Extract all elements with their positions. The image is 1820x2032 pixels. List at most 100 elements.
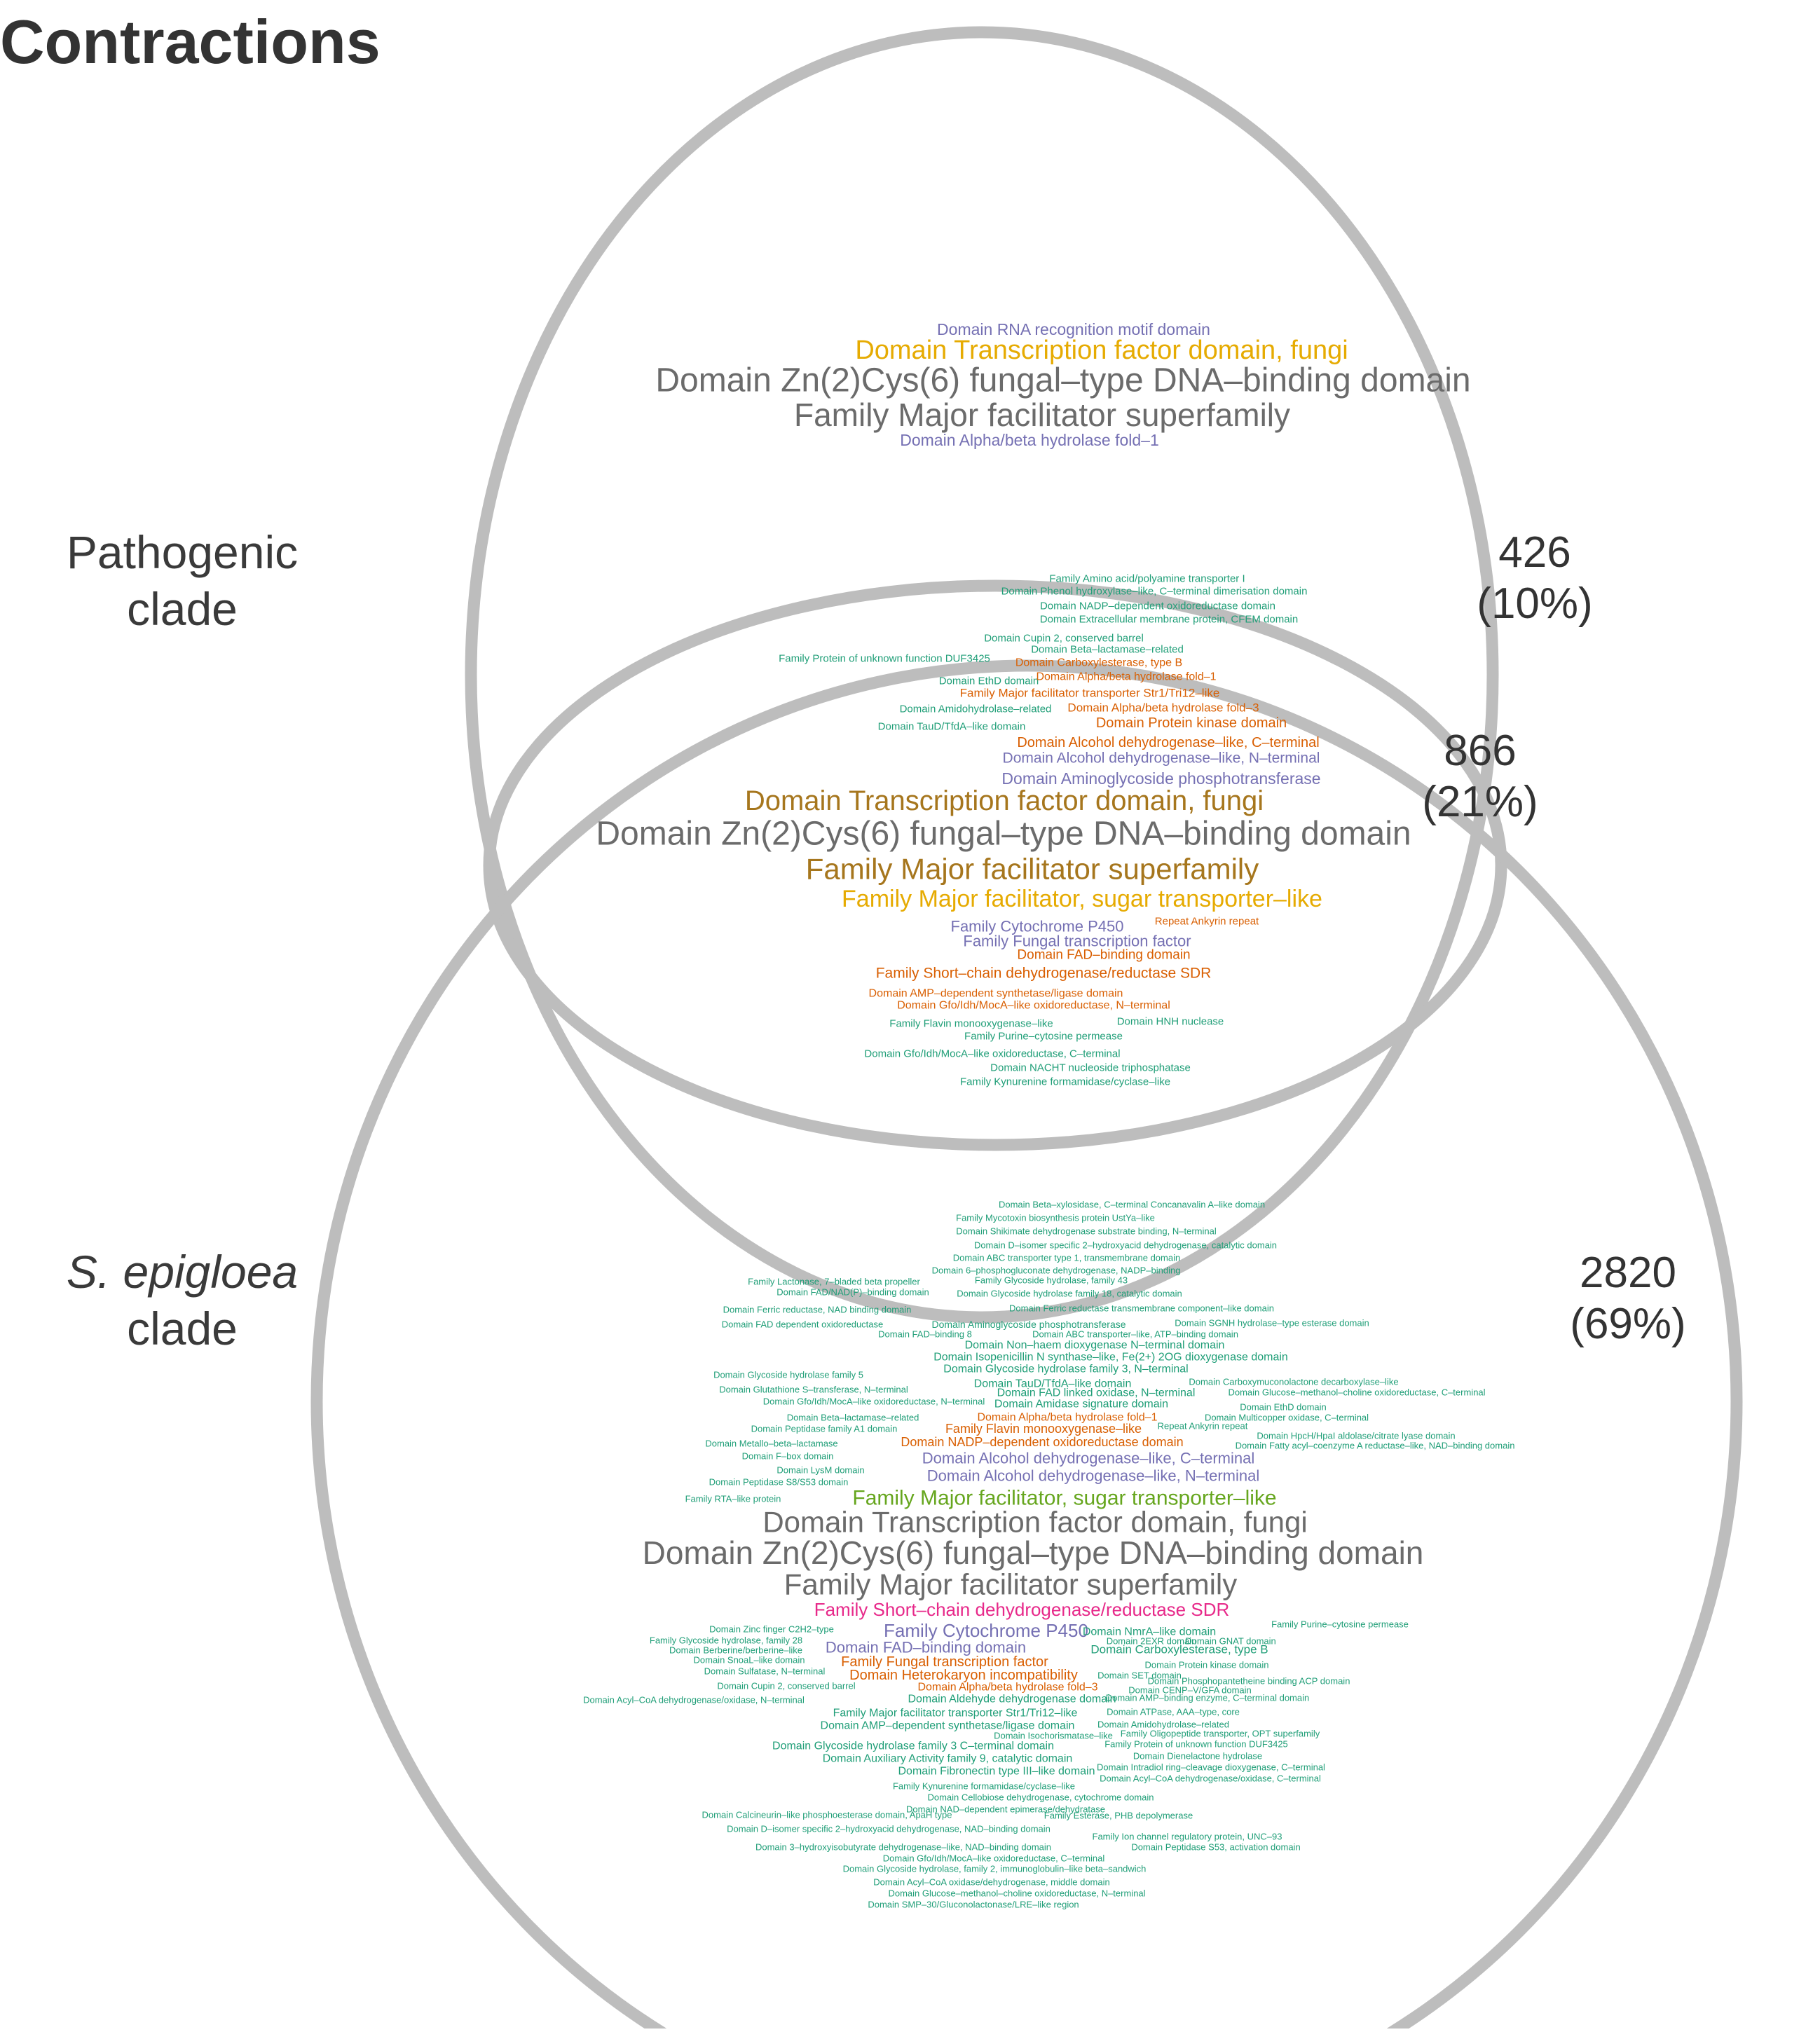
sepigloea-only-word: Domain 6–phosphogluconate dehydrogenase,…: [932, 1265, 1181, 1276]
sepigloea-only-word: Domain Beta–xylosidase, C–terminal Conca…: [999, 1200, 1265, 1210]
sepigloea-only-word: Domain Carboxymuconolactone decarboxylas…: [1189, 1377, 1398, 1387]
pathogenic-only-count-value: 426: [1498, 528, 1571, 577]
sepigloea-only-word: Repeat Ankyrin repeat: [1158, 1421, 1248, 1432]
sepigloea-clade-circle: [310, 659, 1743, 2032]
sepigloea-only-word: Domain Ferric reductase, NAD binding dom…: [723, 1305, 912, 1315]
shared-word: Domain TauD/TfdA–like domain: [878, 721, 1026, 733]
sepigloea-clade-label-line2: clade: [127, 1302, 238, 1354]
shared-word: Domain Phenol hydroxylase–like, C–termin…: [1001, 586, 1308, 598]
sepigloea-only-word: Domain Gfo/Idh/MocA–like oxidoreductase,…: [883, 1853, 1105, 1864]
shared-word: Domain Alcohol dehydrogenase–like, N–ter…: [1003, 750, 1320, 767]
sepigloea-only-word: Family Short–chain dehydrogenase/reducta…: [814, 1599, 1230, 1620]
sepigloea-only-word: Family Major facilitator transporter Str…: [833, 1708, 1078, 1719]
sepigloea-only-word: Domain ATPase, AAA–type, core: [1107, 1707, 1240, 1717]
shared-word: Domain Alpha/beta hydrolase fold–3: [1067, 701, 1259, 715]
sepigloea-only-word: Domain NmrA–like domain: [1083, 1626, 1216, 1638]
sepigloea-only-word: Domain SnoaL–like domain: [694, 1655, 805, 1666]
shared-word: Family Major facilitator superfamily: [806, 853, 1259, 886]
shared-word: Domain Cupin 2, conserved barrel: [984, 633, 1144, 645]
sepigloea-only-word: Domain Protein kinase domain: [1144, 1660, 1268, 1670]
sepigloea-only-word: Family Flavin monooxygenase–like: [945, 1422, 1142, 1436]
sepigloea-clade-label-line1: S. epigloea: [42, 1244, 322, 1300]
sepigloea-only-word: Domain Non–haem dioxygenase N–terminal d…: [965, 1340, 1225, 1352]
shared-word: Family Major facilitator, sugar transpor…: [842, 886, 1322, 912]
sepigloea-only-word: Domain SGNH hydrolase–type esterase doma…: [1175, 1318, 1369, 1329]
shared-region-circle: [483, 579, 1507, 1151]
sepigloea-only-word: Domain Peptidase S8/S53 domain: [709, 1477, 849, 1488]
sepigloea-only-word: Domain FAD/NAD(P)–binding domain: [776, 1287, 929, 1298]
shared-word: Domain Amidohydrolase–related: [900, 703, 1052, 715]
sepigloea-only-word: Domain Alpha/beta hydrolase fold–3: [917, 1682, 1097, 1694]
sepigloea-only-word: Domain Glycoside hydrolase family 18, ca…: [957, 1289, 1182, 1299]
sepigloea-only-word: Domain Cupin 2, conserved barrel: [717, 1681, 855, 1691]
sepigloea-only-word: Domain Multicopper oxidase, C–terminal: [1205, 1413, 1369, 1423]
shared-count: 866 (21%): [1389, 725, 1571, 828]
sepigloea-only-word: Domain GNAT domain: [1185, 1636, 1276, 1647]
shared-word: Family Kynurenine formamidase/cyclase–li…: [960, 1076, 1170, 1088]
shared-word: Domain Protein kinase domain: [1096, 715, 1287, 731]
shared-word: Domain Extracellular membrane protein, C…: [1040, 614, 1298, 626]
pathogenic-only-word: Family Major facilitator superfamily: [794, 397, 1290, 433]
sepigloea-only-word: Domain Cellobiose dehydrogenase, cytochr…: [927, 1792, 1154, 1803]
sepigloea-only-word: Domain Auxiliary Activity family 9, cata…: [823, 1753, 1073, 1765]
sepigloea-only-word: Family Purine–cytosine permease: [1271, 1619, 1409, 1630]
sepigloea-only-word: Domain Aminoglycoside phosphotransferase: [931, 1319, 1125, 1330]
sepigloea-only-word: Domain NADP–dependent oxidoreductase dom…: [901, 1435, 1183, 1449]
pathogenic-only-word: Domain Transcription factor domain, fung…: [855, 336, 1348, 365]
shared-word: Domain Beta–lactamase–related: [1031, 644, 1184, 656]
sepigloea-only-word: Family Protein of unknown function DUF34…: [1104, 1739, 1288, 1750]
shared-word: Family Fungal transcription factor: [963, 933, 1191, 950]
sepigloea-only-word: Family RTA–like protein: [685, 1494, 781, 1504]
sepigloea-only-word: Family Esterase, PHB depolymerase: [1044, 1811, 1193, 1821]
sepigloea-only-word: Family Major facilitator superfamily: [784, 1568, 1238, 1601]
sepigloea-only-word: Domain EthD domain: [1240, 1402, 1327, 1413]
sepigloea-only-word: Domain Alcohol dehydrogenase–like, N–ter…: [927, 1467, 1260, 1485]
shared-word: Family Purine–cytosine permease: [964, 1031, 1123, 1043]
sepigloea-only-word: Domain Shikimate dehydrogenase substrate…: [956, 1226, 1217, 1237]
sepigloea-only-word: Domain Ferric reductase transmembrane co…: [1009, 1303, 1274, 1314]
sepigloea-only-word: Domain Dienelactone hydrolase: [1133, 1751, 1262, 1762]
pathogenic-only-word: Domain Alpha/beta hydrolase fold–1: [900, 431, 1159, 449]
pathogenic-only-count-percent: (10%): [1477, 579, 1593, 629]
sepigloea-only-word: Domain Acyl–CoA oxidase/dehydrogenase, m…: [873, 1877, 1109, 1888]
shared-word: Domain Transcription factor domain, fung…: [745, 785, 1264, 816]
sepigloea-only-word: Domain NAD–dependent epimerase/dehydrata…: [906, 1804, 1105, 1815]
shared-word: Family Major facilitator transporter Str…: [960, 687, 1220, 700]
sepigloea-only-word: Domain Glycoside hydrolase family 3 C–te…: [772, 1741, 1054, 1752]
sepigloea-only-word: Domain Peptidase family A1 domain: [751, 1424, 898, 1434]
sepigloea-only-word: Domain Transcription factor domain, fung…: [762, 1506, 1307, 1539]
sepigloea-only-word: Domain Alcohol dehydrogenase–like, C–ter…: [922, 1450, 1255, 1467]
sepigloea-only-word: Domain FAD linked oxidase, N–terminal: [997, 1387, 1196, 1399]
pathogenic-clade-label-line1: Pathogenic: [66, 526, 299, 578]
sepigloea-only-word: Domain Sulfatase, N–terminal: [704, 1666, 826, 1677]
sepigloea-only-word: Domain Glycoside hydrolase family 5: [713, 1370, 863, 1380]
sepigloea-only-word: Domain Glycoside hydrolase family 3, N–t…: [943, 1364, 1188, 1375]
sepigloea-only-word: Domain Alpha/beta hydrolase fold–1: [977, 1412, 1157, 1424]
sepigloea-only-word: Family Ion channel regulatory protein, U…: [1093, 1832, 1282, 1842]
shared-word: Domain Gfo/Idh/MocA–like oxidoreductase,…: [897, 1000, 1170, 1012]
shared-word: Family Protein of unknown function DUF34…: [779, 653, 990, 665]
pathogenic-only-wordcloud: Domain RNA recognition motif domainDomai…: [655, 320, 1470, 449]
sepigloea-only-word: Domain 2EXR domain: [1107, 1636, 1197, 1647]
sepigloea-only-word: Domain D–isomer specific 2–hydroxyacid d…: [974, 1240, 1277, 1251]
shared-word: Family Cytochrome P450: [951, 918, 1124, 935]
shared-word: Domain Zn(2)Cys(6) fungal–type DNA–bindi…: [596, 816, 1411, 853]
sepigloea-only-word: Family Glycoside hydrolase, family 43: [975, 1275, 1128, 1286]
shared-word: Family Amino acid/polyamine transporter …: [1049, 573, 1245, 585]
sepigloea-only-word: Domain Intradiol ring–cleavage dioxygena…: [1097, 1762, 1325, 1773]
shared-count-value: 866: [1444, 727, 1517, 775]
sepigloea-clade-label: S. epigloea clade: [42, 1244, 322, 1357]
sepigloea-only-word: Domain Carboxylesterase, type B: [1090, 1643, 1268, 1656]
sepigloea-only-word: Domain D–isomer specific 2–hydroxyacid d…: [727, 1824, 1051, 1834]
sepigloea-only-word: Domain Aldehyde dehydrogenase domain: [908, 1694, 1116, 1705]
sepigloea-only-word: Domain Acyl–CoA dehydrogenase/oxidase, N…: [583, 1695, 805, 1705]
sepigloea-only-word: Domain Calcineurin–like phosphoesterase …: [702, 1810, 952, 1820]
sepigloea-only-word: Domain FAD–binding 8: [878, 1329, 972, 1340]
sepigloea-only-word: Family Mycotoxin biosynthesis protein Us…: [956, 1213, 1155, 1223]
shared-wordcloud: Family Amino acid/polyamine transporter …: [596, 573, 1411, 1088]
shared-word: Family Short–chain dehydrogenase/reducta…: [876, 966, 1212, 982]
pathogenic-only-word: Domain RNA recognition motif domain: [937, 320, 1210, 338]
sepigloea-only-word: Family Kynurenine formamidase/cyclase–li…: [893, 1781, 1075, 1792]
sepigloea-only-word: Domain SMP–30/Gluconolactonase/LRE–like …: [868, 1900, 1079, 1910]
